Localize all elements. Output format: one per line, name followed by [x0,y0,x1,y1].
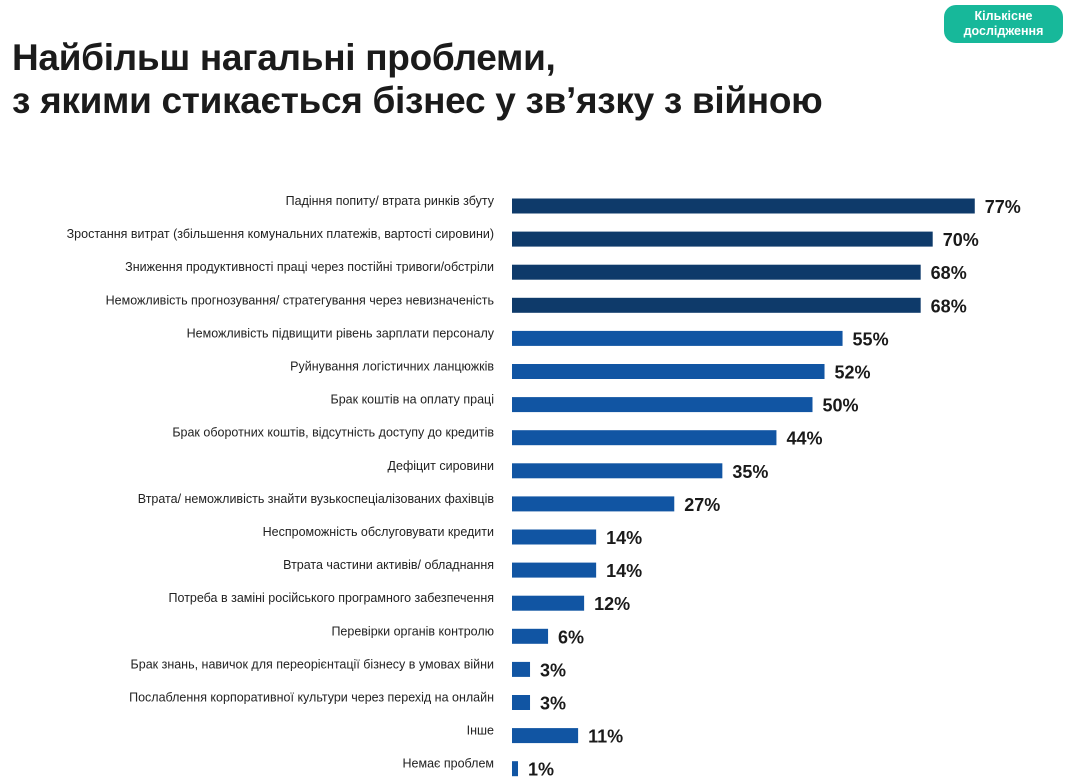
value-label: 3% [540,660,566,680]
value-label: 68% [931,296,967,316]
value-label: 70% [943,230,979,250]
category-label: Неспроможність обслуговувати кредити [263,525,494,539]
value-label: 14% [606,561,642,581]
bar [512,728,579,744]
value-label: 6% [558,627,584,647]
chart-title-line-2: з якими стикається бізнес у зв’язку з ві… [12,80,823,121]
bar [512,264,921,280]
value-label: 77% [985,197,1021,217]
category-label: Неможливість підвищити рівень зарплати п… [187,326,495,340]
category-label: Падіння попиту/ втрата ринків збуту [286,194,495,208]
category-label: Втрата/ неможливість знайти вузькоспеціа… [138,492,495,506]
category-label: Послаблення корпоративної культури через… [129,691,494,705]
value-label: 55% [853,329,889,349]
value-label: 11% [588,727,623,747]
category-label: Брак знань, навичок для переорієнтації б… [131,657,494,671]
value-label: 27% [684,495,720,515]
bar [512,529,597,545]
bar [512,198,975,214]
bar [512,496,675,512]
value-label: 12% [594,594,630,614]
category-label: Зростання витрат (збільшення комунальних… [67,227,494,241]
category-label: Дефіцит сировини [388,459,494,473]
category-label: Втрата частини активів/ обладнання [283,558,494,572]
value-label: 35% [732,462,768,482]
bar [512,397,813,413]
category-label: Руйнування логістичних ланцюжків [290,360,494,374]
bar [512,463,723,479]
category-label: Немає проблем [403,757,495,771]
bar [512,695,531,710]
category-label: Неможливість прогнозування/ стратегуванн… [106,293,494,307]
category-label: Потреба в заміні російського програмного… [169,591,494,605]
badge-line-2: дослідження [963,24,1044,38]
bar [512,330,843,346]
chart-title-line-1: Найбільш нагальні проблеми, [12,37,556,78]
bar [512,231,933,247]
study-type-badge: Кількісне дослідження [944,5,1063,43]
bar [512,761,519,777]
bar [512,364,825,379]
category-label: Зниження продуктивності праці через пост… [125,260,494,274]
bar [512,430,777,446]
value-label: 44% [786,429,822,449]
bar [512,595,585,611]
category-label: Інше [467,724,494,738]
category-label: Брак оборотних коштів, відсутність досту… [172,426,494,440]
bar [512,628,549,644]
category-label: Брак коштів на оплату праці [331,393,494,407]
value-label: 68% [931,263,967,283]
category-label: Перевірки органів контролю [331,624,494,638]
value-label: 1% [528,760,554,780]
value-label: 50% [823,396,859,416]
badge-line-1: Кількісне [974,9,1033,23]
value-label: 14% [606,528,642,548]
bar [512,297,921,313]
bar [512,661,531,677]
chart-title: Найбільш нагальні проблеми, з якими стик… [12,36,823,122]
bar [512,562,597,578]
value-label: 52% [835,363,871,383]
value-label: 3% [540,694,566,714]
